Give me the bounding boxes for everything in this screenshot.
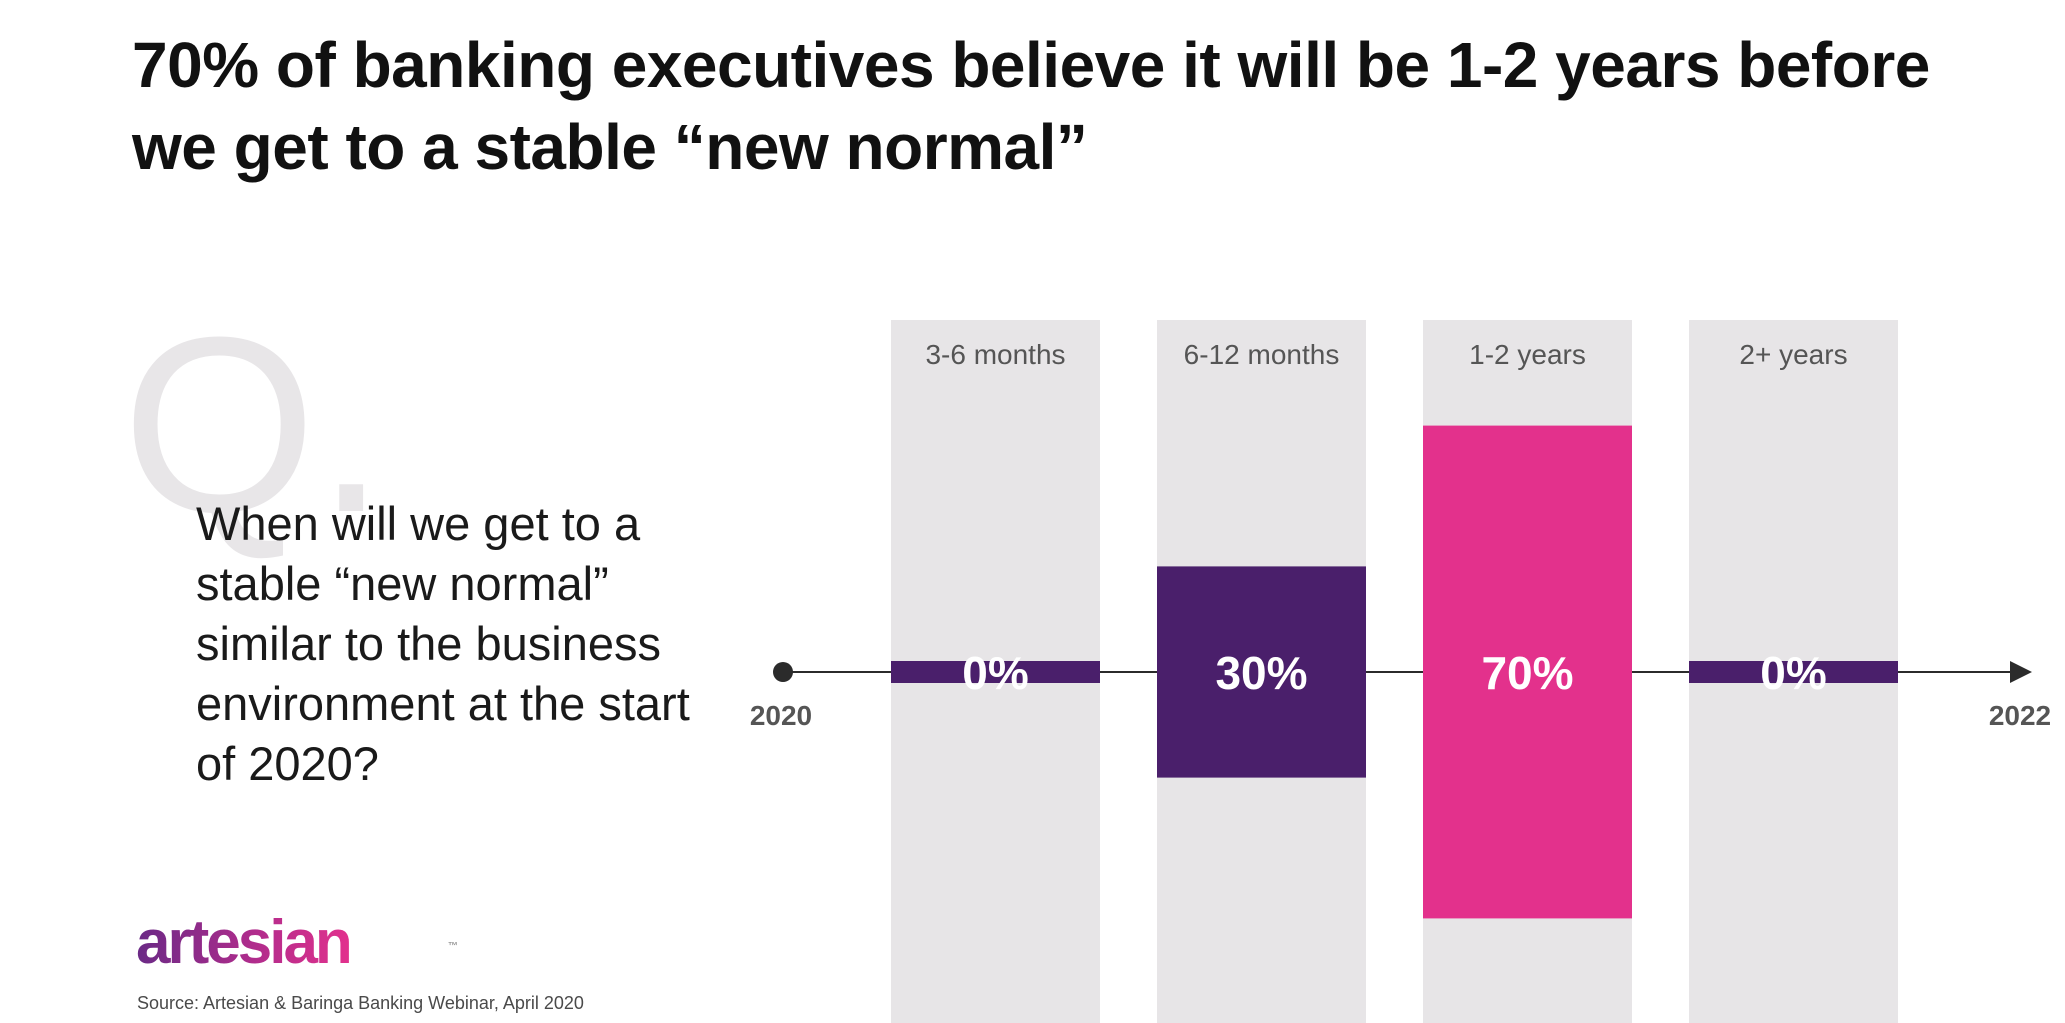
category-label-0: 3-6 months [925, 339, 1065, 370]
timeline-start-label: 2020 [750, 700, 812, 731]
value-label-2: 70% [1481, 647, 1573, 699]
timeline-end-label: 2022 [1989, 700, 2051, 731]
timeline-arrow-icon [2010, 661, 2032, 683]
logo-trademark: ™ [448, 941, 458, 952]
q-watermark: Q. [122, 285, 386, 564]
value-label-1: 30% [1215, 647, 1307, 699]
bar-2 [1423, 425, 1632, 919]
artesian-logo: artesian ™ [136, 908, 458, 978]
bar-0 [891, 661, 1100, 683]
bar-1 [1157, 566, 1366, 778]
value-label-0: 0% [962, 647, 1028, 699]
value-label-3: 0% [1760, 647, 1826, 699]
category-label-3: 2+ years [1739, 339, 1847, 370]
category-label-2: 1-2 years [1469, 339, 1586, 370]
chart-title: 70% of banking executives believe it wil… [132, 29, 1930, 183]
source-note: Source: Artesian & Baringa Banking Webin… [137, 993, 584, 1013]
logo-text: artesian [136, 908, 353, 977]
survey-question: When will we get to a stable “new normal… [196, 497, 690, 790]
category-label-1: 6-12 months [1184, 339, 1340, 370]
timeline-start-dot [773, 662, 793, 682]
bar-3 [1689, 661, 1898, 683]
